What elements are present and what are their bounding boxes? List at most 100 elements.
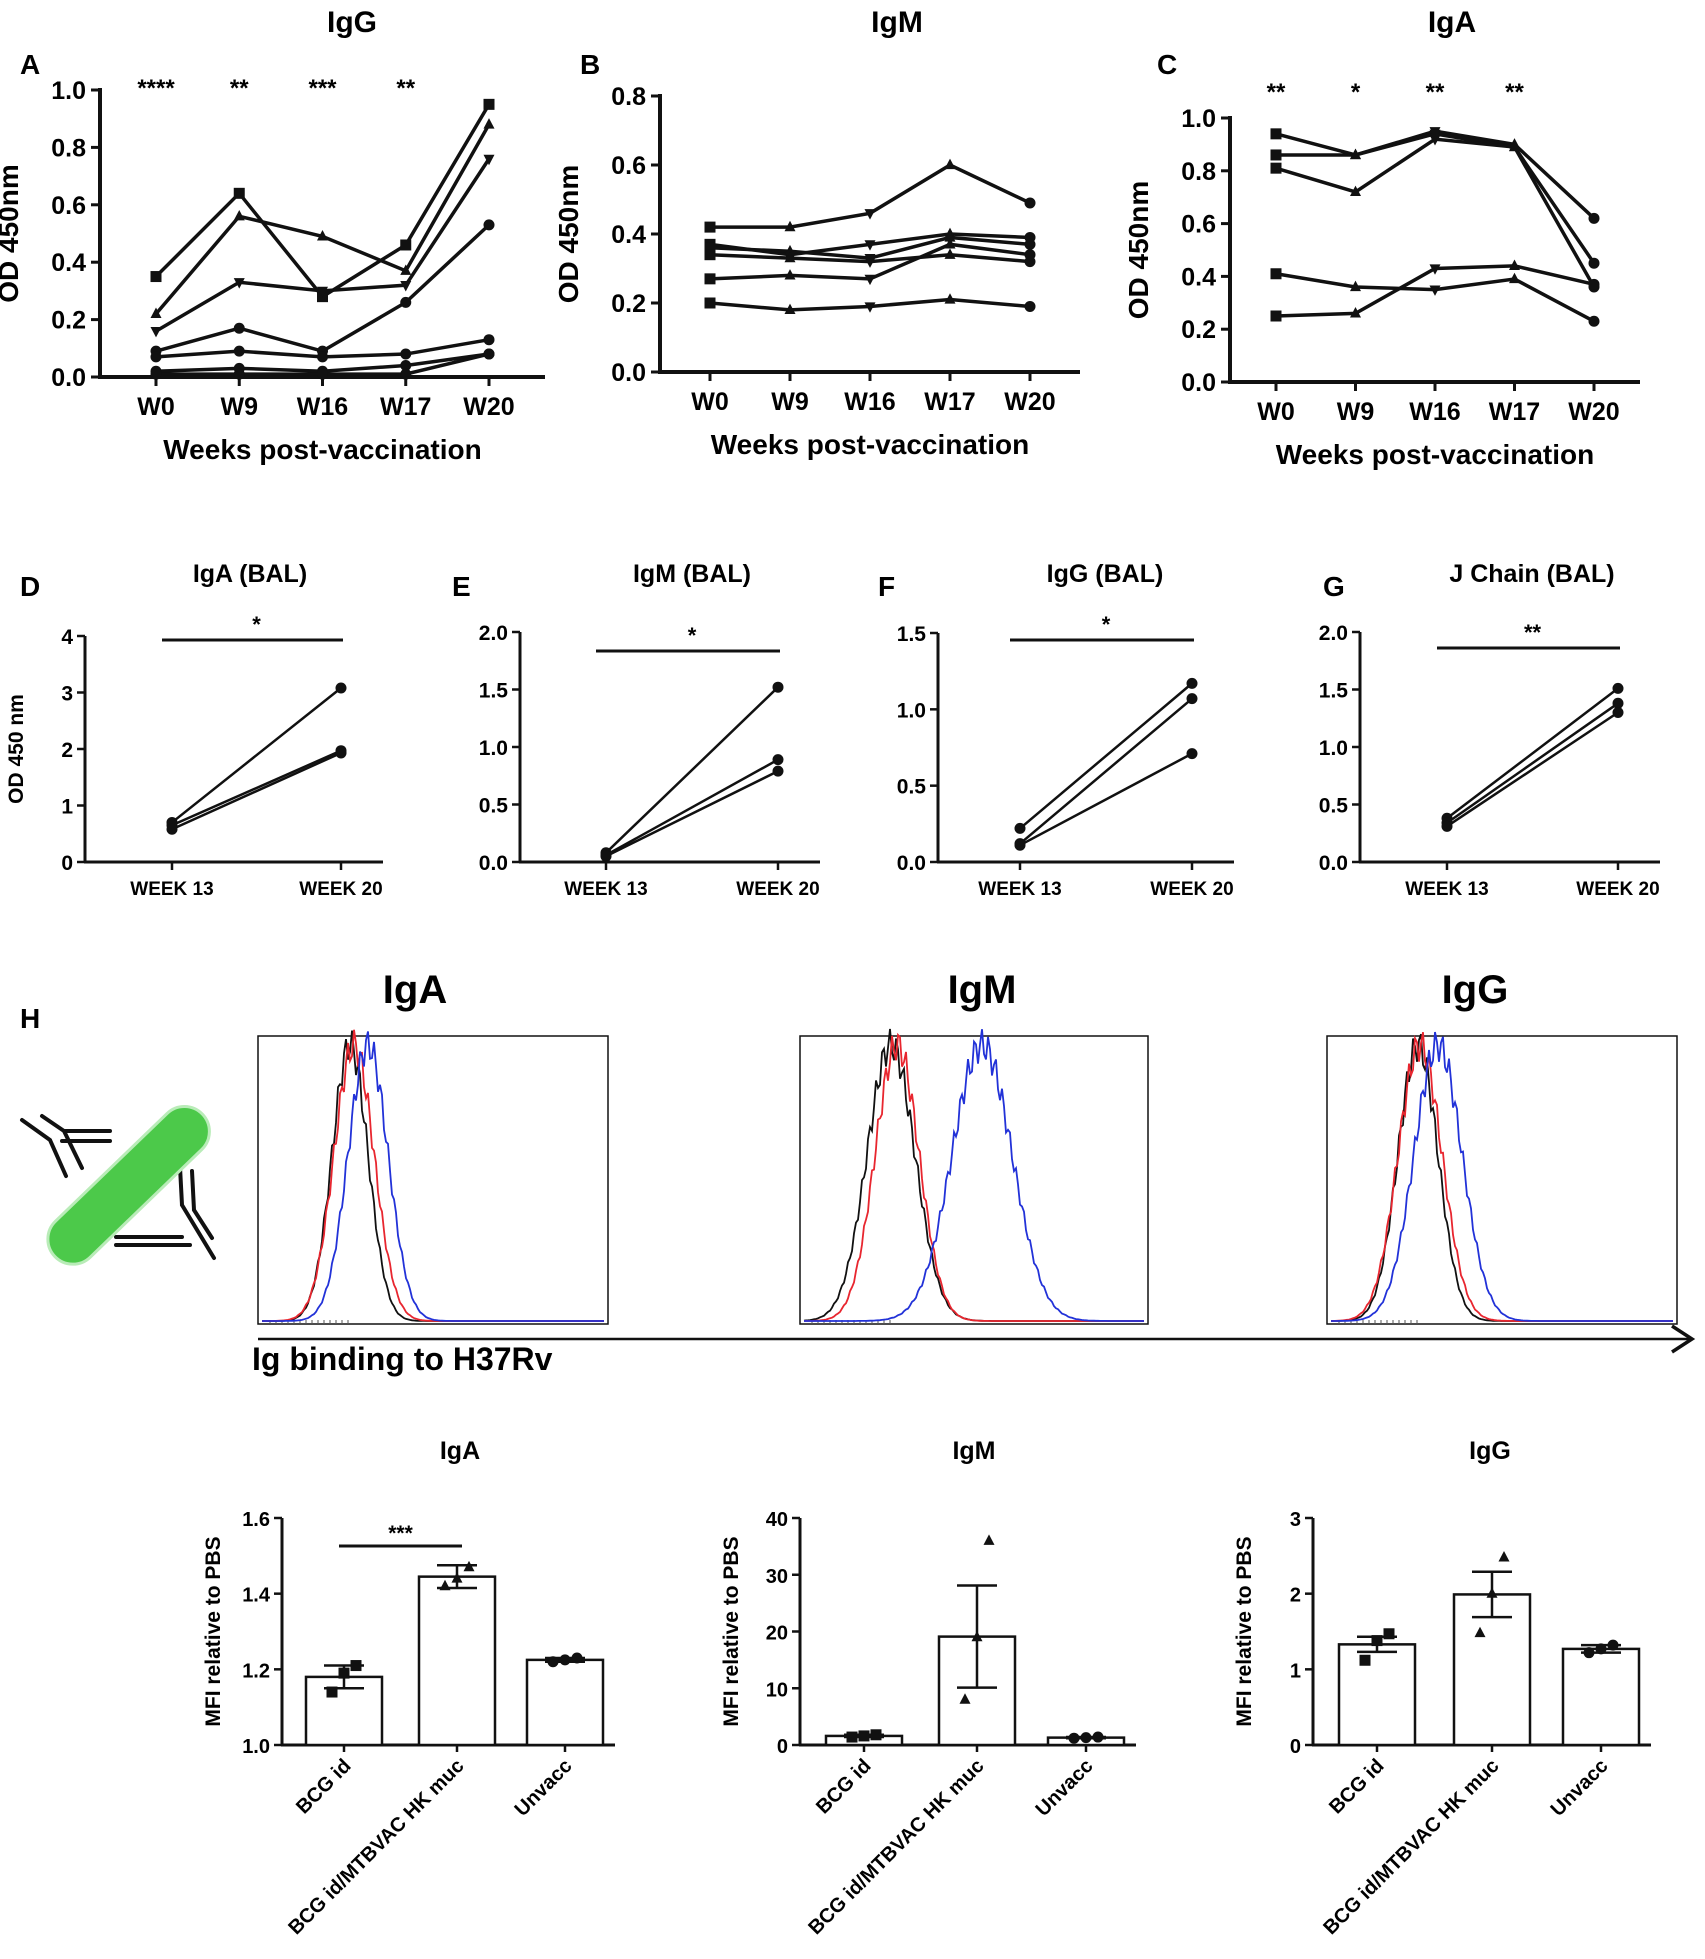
series-line — [1276, 132, 1596, 265]
data-point — [1441, 820, 1453, 832]
histogram-curve-blue — [804, 1029, 1144, 1322]
y-tick-label: 1.6 — [242, 1509, 270, 1531]
chart-title: IgM (BAL) — [633, 560, 751, 588]
histogram-curve-red — [803, 1032, 1144, 1322]
x-axis-label: Weeks post-vaccination — [711, 429, 1029, 460]
data-point — [600, 850, 612, 862]
data-point — [971, 1630, 983, 1642]
data-point — [400, 264, 412, 275]
significance-label: * — [1351, 79, 1361, 106]
chart-A: IgG 0.0 0.2 0.4 0.6 0.8 1.0 W0 W9 W16 W17 W20 Weeks … — [0, 6, 545, 465]
significance-label: ** — [1524, 620, 1542, 645]
series-line — [1446, 711, 1619, 828]
data-point — [326, 1686, 338, 1698]
series-line — [154, 123, 491, 315]
y-axis-label: OD 450nm — [1123, 181, 1154, 320]
data-point — [559, 1654, 571, 1666]
data-point — [451, 1572, 463, 1583]
series-line — [605, 770, 779, 858]
data-point — [864, 209, 876, 220]
y-tick-label: 0.5 — [897, 776, 927, 799]
y-tick-label: 1.4 — [242, 1585, 271, 1607]
data-point — [858, 1730, 870, 1742]
flow-title-iga: IgA — [383, 968, 447, 1012]
data-point — [317, 230, 328, 241]
data-point — [233, 345, 245, 357]
data-point — [1270, 149, 1282, 161]
data-point — [784, 303, 796, 315]
x-tick-label: WEEK 20 — [1150, 879, 1233, 900]
data-point — [870, 1729, 882, 1741]
data-point — [944, 293, 956, 304]
series-line — [155, 157, 491, 333]
y-tick-label: 0.6 — [611, 152, 646, 180]
data-point — [1588, 315, 1600, 327]
significance-label: ** — [396, 75, 415, 102]
y-tick-label: 3 — [61, 683, 73, 706]
x-tick-label: WEEK 13 — [564, 879, 647, 900]
chart-E: IgM (BAL) 0.0 0.5 1.0 1.5 2.0 WEEK 13 WEEK 20 * — [479, 560, 820, 900]
significance-label: * — [252, 612, 261, 637]
histogram-curve-red — [1331, 1032, 1673, 1322]
series-line — [171, 687, 342, 824]
histogram-frame — [1326, 1035, 1678, 1325]
y-tick-label: 2 — [61, 739, 73, 762]
chart-H-IgA: IgA 1.0 1.2 1.4 1.6 MFI relative to PBS BCG id… — [202, 1437, 615, 1939]
y-tick-label: 0.8 — [1181, 158, 1216, 186]
x-tick-label: W9 — [221, 393, 259, 421]
data-point — [1612, 707, 1624, 718]
histogram-curve-black — [1331, 1033, 1673, 1322]
x-tick-label: W16 — [1409, 398, 1460, 426]
histogram-frame — [799, 1035, 1149, 1325]
antibody-icon-upper — [20, 1114, 112, 1178]
series-3 — [1441, 707, 1624, 832]
histogram-frame — [257, 1035, 609, 1325]
chart-title: IgM — [871, 6, 923, 39]
data-point — [338, 1667, 350, 1679]
data-point — [1024, 300, 1036, 312]
y-tick-label: 0.4 — [611, 221, 646, 249]
data-point — [1092, 1731, 1104, 1743]
data-point — [571, 1652, 583, 1664]
data-point — [1024, 238, 1036, 250]
series-line — [171, 751, 342, 831]
x-tick-label: BCG id — [812, 1755, 875, 1818]
x-tick-label: W16 — [297, 393, 348, 421]
data-point — [1607, 1639, 1619, 1651]
data-point — [483, 154, 495, 166]
series-line — [1446, 687, 1619, 820]
data-point — [1014, 822, 1026, 834]
data-point — [944, 158, 956, 170]
significance-label: ** — [1267, 79, 1286, 106]
y-axis-label: MFI relative to PBS — [720, 1536, 743, 1726]
data-point — [1429, 285, 1441, 296]
data-point — [1595, 1643, 1607, 1655]
x-tick-label: WEEK 13 — [1405, 879, 1488, 900]
series-5 — [704, 238, 1036, 286]
data-point — [150, 368, 162, 380]
series-1 — [1014, 677, 1198, 834]
y-tick-label: 30 — [766, 1566, 788, 1588]
y-axis-label: OD 450nm — [553, 165, 584, 304]
bar — [1561, 1647, 1641, 1747]
x-tick-label: W9 — [1337, 398, 1375, 426]
x-tick-label: BCG id — [1325, 1755, 1388, 1818]
x-tick-label: W20 — [1004, 388, 1055, 416]
chart-D: IgA (BAL) 0 1 2 3 4 WEEK 13 WEEK 20 OD 450 nm * — [5, 560, 383, 900]
y-tick-label: 1 — [1290, 1660, 1301, 1682]
data-point — [335, 682, 347, 694]
flow-title-igg: IgG — [1442, 968, 1509, 1012]
series-1 — [166, 682, 347, 828]
y-tick-label: 0 — [61, 852, 73, 875]
series-1 — [600, 681, 784, 859]
x-tick-label: WEEK 13 — [978, 879, 1061, 900]
flow-x-axis-arrow — [258, 1324, 1696, 1354]
x-tick-label: Unvacc — [1032, 1755, 1098, 1821]
y-tick-label: 1.5 — [1319, 680, 1349, 703]
data-point — [483, 118, 495, 129]
data-point — [1486, 1587, 1498, 1598]
y-tick-label: 1.5 — [897, 623, 927, 646]
series-line — [171, 749, 342, 827]
x-axis-label: Weeks post-vaccination — [1276, 439, 1594, 470]
